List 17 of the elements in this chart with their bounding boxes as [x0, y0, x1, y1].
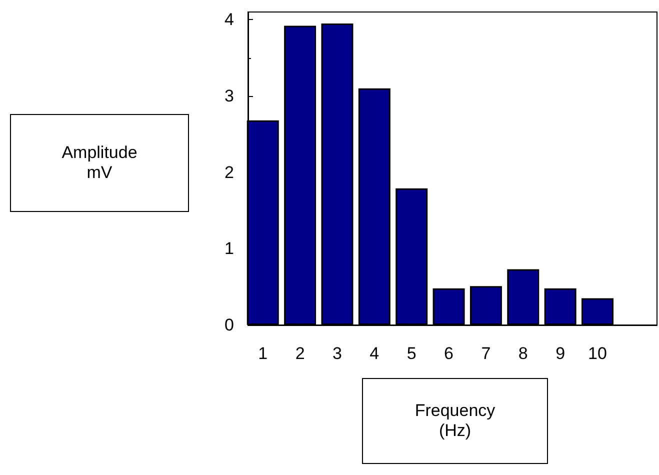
x-tick-label: 3	[332, 344, 342, 363]
x-tick-label: 8	[518, 344, 528, 363]
x-tick-label: 7	[481, 344, 491, 363]
x-tick-label: 6	[444, 344, 454, 363]
x-tick-label: 5	[406, 344, 416, 363]
x-tick-label: 9	[556, 344, 566, 363]
y-tick-label: 3	[224, 86, 234, 106]
text: Amplitude mV	[10, 114, 189, 212]
x-tick-label: 1	[258, 344, 268, 363]
y-tick-label: 4	[224, 10, 234, 30]
x-tick-label: 2	[295, 344, 305, 363]
x-tick-label: 4	[370, 344, 380, 363]
y-tick-label: 1	[224, 239, 234, 258]
x-tick-label: 10	[588, 344, 607, 363]
x-axis-title: Frequency (Hz)	[362, 378, 548, 464]
y-tick-label: 2	[224, 162, 234, 182]
y-tick-label: 0	[224, 316, 234, 334]
